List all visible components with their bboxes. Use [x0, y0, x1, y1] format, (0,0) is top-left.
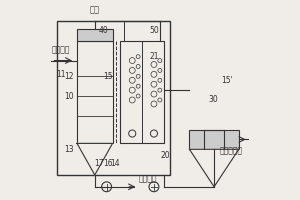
Text: 30: 30 [208, 96, 218, 104]
Bar [77, 41, 112, 143]
Text: 10: 10 [64, 92, 74, 101]
Text: 40: 40 [99, 26, 109, 35]
Text: 21: 21 [149, 52, 159, 61]
Text: 废水入口: 废水入口 [51, 46, 70, 55]
Bar [57, 21, 170, 175]
Text: 污泥出口: 污泥出口 [138, 175, 157, 184]
Text: 处理水出口: 处理水出口 [220, 146, 243, 155]
Text: 16: 16 [103, 159, 112, 168]
Polygon shape [77, 143, 112, 175]
Text: 50: 50 [149, 26, 159, 35]
Text: 空气: 空气 [90, 5, 100, 14]
Text: 11: 11 [56, 70, 66, 79]
Bar [120, 41, 164, 143]
Bar [189, 130, 239, 149]
Text: 20: 20 [161, 151, 171, 160]
Text: 15: 15 [103, 72, 112, 81]
Text: 14: 14 [111, 159, 120, 168]
Polygon shape [189, 149, 239, 187]
Bar [77, 29, 112, 41]
Text: 13: 13 [64, 145, 74, 154]
Text: 15': 15' [221, 76, 233, 85]
Text: 17: 17 [94, 159, 104, 168]
Text: 12: 12 [64, 72, 74, 81]
